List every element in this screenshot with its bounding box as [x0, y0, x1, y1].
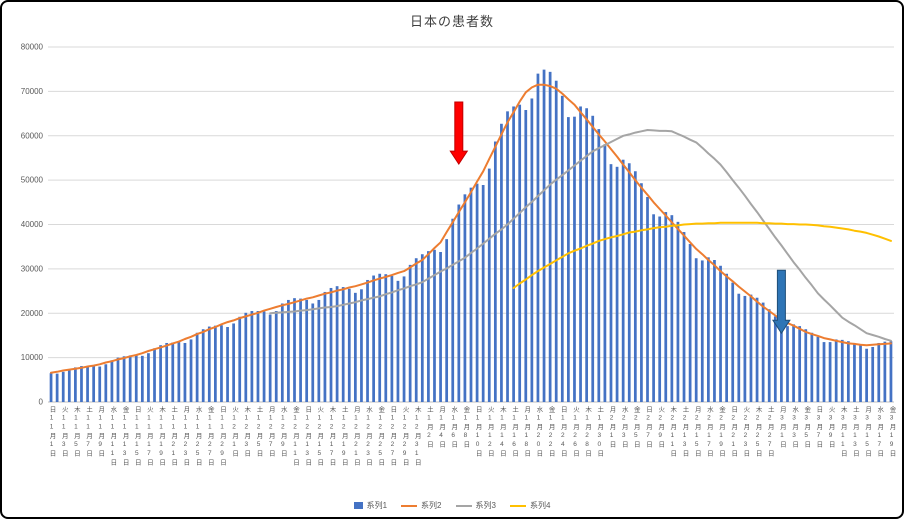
red-down-arrow[interactable]	[449, 101, 469, 166]
blue-down-arrow[interactable]	[771, 269, 791, 335]
y-axis-labels: 0 10000 20000 30000 40000 50000 60000 70000 8000…	[21, 43, 44, 407]
svg-text:0: 0	[39, 398, 44, 407]
line-series-4[interactable]	[512, 221, 892, 289]
line-series-3[interactable]	[269, 129, 892, 342]
legend-label: 系列4	[529, 501, 551, 510]
svg-text:50000: 50000	[21, 176, 44, 185]
legend-line-swatch	[401, 504, 418, 507]
chart-title: 日本の患者数	[409, 14, 494, 29]
legend-item-2[interactable]: 系列2	[401, 500, 442, 511]
svg-text:20000: 20000	[21, 309, 44, 318]
legend-item-1[interactable]: 系列1	[353, 500, 388, 511]
svg-text:70000: 70000	[21, 87, 44, 96]
svg-text:60000: 60000	[21, 131, 44, 140]
line-series-2[interactable]	[50, 83, 892, 374]
svg-text:30000: 30000	[21, 264, 44, 273]
legend-line-swatch	[509, 504, 526, 507]
legend-item-4[interactable]: 系列4	[509, 500, 551, 511]
legend: 系列1 系列2 系列3 系列4	[2, 500, 902, 511]
svg-text:10000: 10000	[21, 353, 44, 362]
svg-text:80000: 80000	[21, 43, 44, 52]
legend-label: 系列2	[421, 501, 442, 510]
legend-bar-swatch	[353, 502, 363, 509]
bar-series[interactable]	[49, 69, 893, 403]
legend-line-swatch	[455, 504, 472, 507]
legend-label: 系列1	[366, 501, 388, 510]
legend-item-3[interactable]: 系列3	[455, 500, 496, 511]
svg-text:40000: 40000	[21, 220, 44, 229]
legend-label: 系列3	[475, 501, 496, 510]
